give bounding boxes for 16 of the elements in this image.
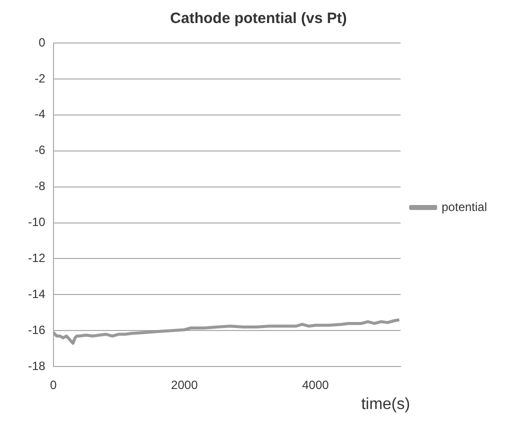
y-tick-label: -6 [34,143,46,158]
y-tick-label: -16 [28,322,46,337]
x-tick-label: 4000 [302,378,330,392]
y-tick-label: -2 [34,71,46,86]
y-tick-label: -14 [28,287,46,301]
y-tick-label: -8 [34,179,46,194]
x-tick-label: 2000 [171,378,198,392]
y-tick-label: -10 [28,215,46,230]
x-axis-title: time(s) [361,396,410,414]
x-tick-label: 0 [50,378,57,392]
chart-title: Cathode potential (vs Pt) [170,10,347,28]
y-tick-label: 0 [38,35,46,50]
y-tick-label: -12 [28,251,46,266]
y-tick-label: -4 [34,107,46,122]
y-tick-label: -18 [28,358,46,373]
legend-label: potential [442,200,488,214]
